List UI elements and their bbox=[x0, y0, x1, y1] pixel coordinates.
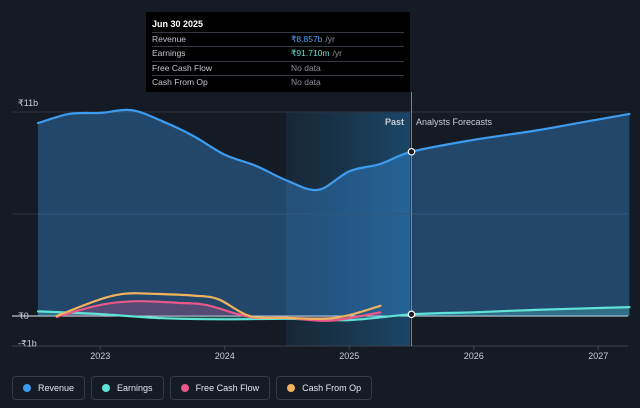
legend-label: Revenue bbox=[38, 383, 75, 393]
cash-from-op-dot-icon bbox=[287, 384, 296, 392]
revenue-area bbox=[38, 109, 630, 317]
legend-label: Earnings bbox=[117, 383, 153, 393]
tooltip-unit: /yr bbox=[325, 34, 335, 44]
y-tick-label: ₹11b bbox=[18, 98, 38, 108]
legend-free-cash-flow-button[interactable]: Free Cash Flow bbox=[169, 376, 271, 400]
series-lines bbox=[36, 108, 631, 322]
forecast-label: Analysts Forecasts bbox=[416, 117, 493, 127]
free-cash-flow-line bbox=[55, 300, 382, 322]
tooltip-label: Earnings bbox=[152, 48, 186, 59]
x-tick-label: 2026 bbox=[464, 351, 484, 361]
tooltip-value: No data bbox=[291, 76, 321, 87]
tooltip-row-earnings: Earnings ₹91.710m /yr bbox=[152, 46, 404, 60]
x-tick-label: 2023 bbox=[90, 351, 110, 361]
tooltip-value: ₹8.857b bbox=[291, 34, 323, 44]
earnings-marker bbox=[407, 310, 416, 319]
x-tick-label: 2025 bbox=[339, 351, 359, 361]
y-axis: ₹11b ₹0 -₹1b bbox=[18, 98, 38, 349]
legend: Revenue Earnings Free Cash Flow Cash Fro… bbox=[12, 376, 373, 400]
tooltip-unit: /yr bbox=[332, 48, 342, 59]
legend-earnings-button[interactable]: Earnings bbox=[91, 376, 164, 400]
tooltip: Jun 30 2025 Revenue ₹8.857b /yr Earnings… bbox=[146, 12, 410, 92]
tooltip-label: Revenue bbox=[152, 34, 187, 44]
legend-revenue-button[interactable]: Revenue bbox=[12, 376, 86, 400]
earnings-dot-icon bbox=[102, 384, 111, 392]
free-cash-flow-dot-icon bbox=[180, 384, 189, 392]
earnings-line bbox=[36, 306, 631, 322]
x-tick-label: 2024 bbox=[215, 351, 235, 361]
revenue-marker bbox=[407, 147, 416, 156]
legend-cash-from-op-button[interactable]: Cash From Op bbox=[276, 376, 373, 400]
y-tick-label: ₹0 bbox=[18, 311, 29, 321]
tooltip-row-cash-from-op: Cash From Op No data bbox=[152, 74, 404, 89]
legend-label: Free Cash Flow bbox=[195, 383, 260, 393]
revenue-line bbox=[36, 108, 631, 192]
tooltip-value: No data bbox=[291, 62, 321, 73]
legend-label: Cash From Op bbox=[302, 383, 362, 393]
tooltip-label: Cash From Op bbox=[152, 76, 208, 87]
revenue-dot-icon bbox=[23, 384, 31, 392]
y-tick-label: -₹1b bbox=[18, 339, 37, 349]
past-shade bbox=[286, 112, 410, 346]
x-tick-label: 2027 bbox=[588, 351, 608, 361]
tooltip-date: Jun 30 2025 bbox=[152, 19, 204, 29]
cash-from-op-line bbox=[55, 292, 382, 320]
earnings-area bbox=[38, 307, 630, 321]
hover-markers bbox=[407, 147, 416, 319]
tooltip-row-revenue: Revenue ₹8.857b /yr bbox=[152, 32, 404, 46]
tooltip-row-free-cash-flow: Free Cash Flow No data bbox=[152, 60, 404, 75]
x-axis: 2023 2024 2025 2026 2027 bbox=[90, 346, 608, 361]
tooltip-label: Free Cash Flow bbox=[152, 62, 212, 73]
past-label: Past bbox=[385, 117, 404, 127]
tooltip-value: ₹91.710m bbox=[291, 48, 330, 59]
